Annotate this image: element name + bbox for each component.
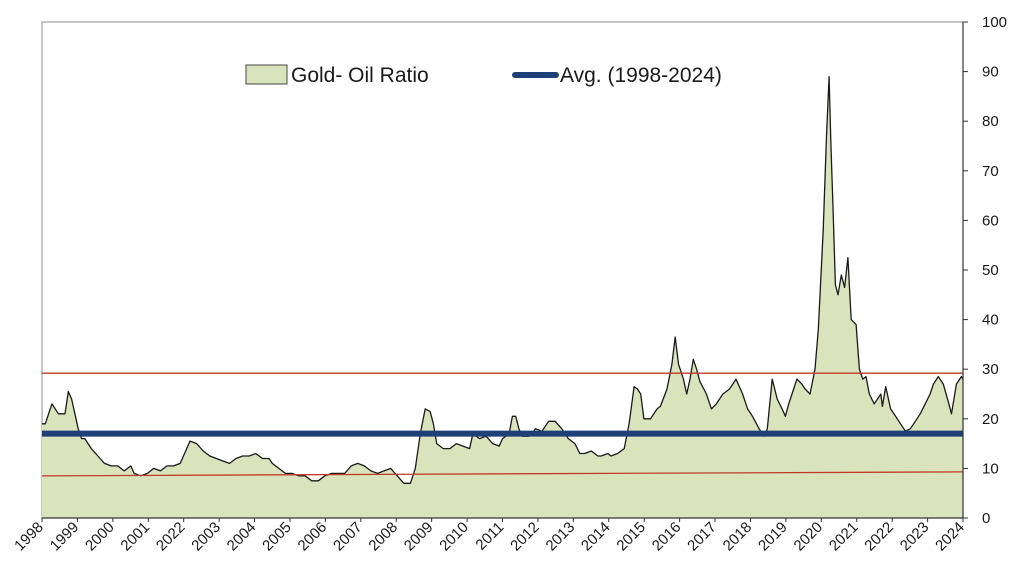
x-tick-label: 2010 [436, 519, 472, 555]
x-tick-label: 2005 [259, 519, 295, 555]
x-tick-label: 2017 [684, 519, 720, 555]
x-tick-label: 2012 [507, 519, 543, 555]
x-tick-label: 2014 [578, 519, 614, 555]
y-tick-label: 40 [982, 312, 999, 329]
y-tick-label: 100 [982, 14, 1007, 31]
x-tick-label: 2011 [472, 519, 507, 554]
reference-line-lower-band [41, 471, 964, 477]
x-tick-label: 2015 [613, 519, 649, 555]
y-tick-label: 90 [982, 64, 999, 81]
y-tick-labels: 0 10 20 30 40 50 60 70 80 90 100 [963, 14, 1007, 527]
x-tick-label: 1998 [11, 519, 47, 555]
y-tick-label: 80 [982, 113, 999, 130]
x-tick-label: 2009 [401, 519, 437, 555]
x-tick-label: 2022 [153, 519, 189, 555]
x-tick-label: 2007 [330, 519, 366, 555]
x-tick-label: 1999 [47, 519, 83, 555]
y-tick-label: 20 [982, 411, 999, 428]
x-tick-label: 2023 [897, 519, 933, 555]
x-tick-label: 2001 [117, 519, 153, 555]
y-tick-label: 30 [982, 361, 999, 378]
reference-lines [41, 372, 964, 477]
y-tick-label: 70 [982, 163, 999, 180]
x-tick-label: 2019 [755, 519, 791, 555]
x-tick-label: 2003 [188, 519, 224, 555]
x-tick-label: 2022 [861, 519, 897, 555]
x-tick-label: 2006 [295, 519, 331, 555]
x-tick-labels: 1998 1999 2000 2001 2022 2003 2004 2005 2006 2007… [11, 518, 968, 554]
y-tick-label: 60 [982, 212, 999, 229]
x-tick-label: 2013 [543, 519, 579, 555]
x-tick-label: 2020 [791, 519, 827, 555]
legend-label-gold-oil-ratio: Gold- Oil Ratio [291, 64, 429, 87]
legend-swatch-gold-oil-ratio [245, 64, 288, 85]
legend-label-average: Avg. (1998-2024) [560, 64, 722, 87]
gold-oil-ratio-area [42, 76, 963, 518]
y-tick-label: 50 [982, 262, 999, 279]
legend: Gold- Oil Ratio Avg. (1998-2024) [245, 64, 722, 87]
x-tick-label: 2021 [826, 519, 862, 555]
y-tick-label: 10 [982, 460, 999, 477]
x-tick-label: 2000 [82, 519, 118, 555]
x-tick-label: 2016 [649, 519, 685, 555]
x-tick-label: 2008 [365, 519, 401, 555]
y-tick-label: 0 [982, 510, 990, 527]
x-tick-label: 2004 [224, 519, 260, 555]
x-tick-label: 2024 [932, 519, 968, 555]
x-tick-label: 2018 [720, 519, 756, 555]
